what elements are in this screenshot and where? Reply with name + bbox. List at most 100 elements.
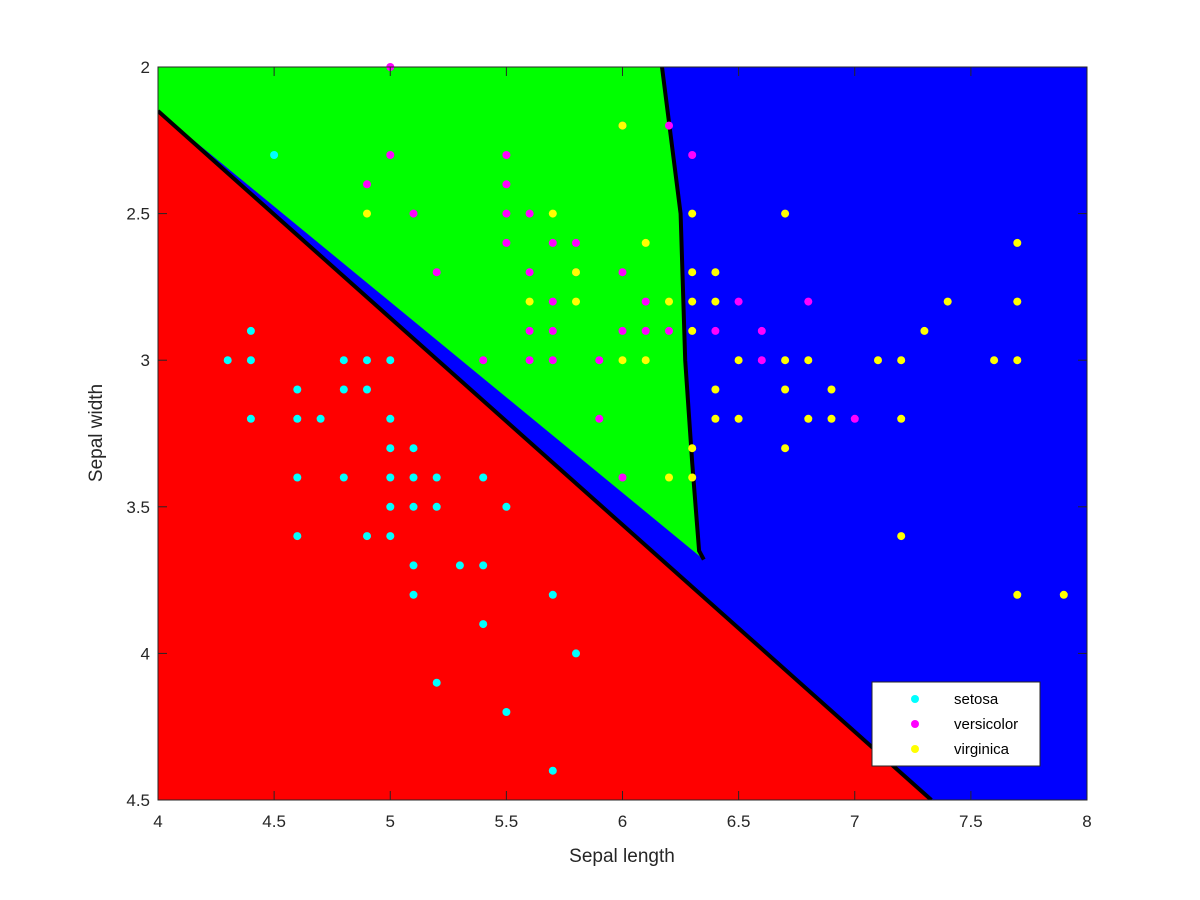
point-virginica xyxy=(618,356,627,365)
point-versicolor xyxy=(572,238,580,247)
point-versicolor xyxy=(595,356,604,365)
point-virginica xyxy=(363,209,371,218)
point-setosa xyxy=(339,356,348,365)
point-versicolor xyxy=(618,268,627,277)
point-virginica xyxy=(711,385,720,394)
point-setosa xyxy=(386,532,395,541)
decision-boundaries xyxy=(158,67,933,800)
point-setosa xyxy=(293,532,302,541)
point-versicolor xyxy=(804,297,813,306)
point-setosa xyxy=(363,385,371,394)
legend: setosa versicolor virginica xyxy=(871,681,1041,767)
x-axis-label: Sepal length xyxy=(569,846,675,867)
point-versicolor xyxy=(757,356,766,365)
point-versicolor xyxy=(479,356,488,365)
point-virginica xyxy=(990,356,999,365)
point-virginica xyxy=(641,238,650,247)
point-virginica xyxy=(827,414,836,423)
point-virginica xyxy=(897,356,906,365)
point-setosa xyxy=(432,473,441,482)
point-setosa xyxy=(316,414,325,423)
point-virginica xyxy=(827,385,836,394)
x-tick-label: 5 xyxy=(386,812,395,831)
point-versicolor xyxy=(525,356,534,365)
point-setosa xyxy=(386,502,395,511)
point-virginica xyxy=(688,268,697,277)
point-versicolor xyxy=(734,297,743,306)
point-setosa xyxy=(479,620,488,629)
point-setosa xyxy=(339,385,348,394)
boundary-setosa xyxy=(158,109,933,800)
point-setosa xyxy=(386,473,395,482)
point-virginica xyxy=(618,121,627,130)
point-virginica xyxy=(874,356,882,365)
point-virginica xyxy=(665,473,673,482)
x-tick-label: 7.5 xyxy=(959,812,983,831)
x-tick-label: 4 xyxy=(153,812,162,831)
point-virginica xyxy=(804,356,813,365)
point-virginica xyxy=(781,444,790,453)
point-virginica xyxy=(548,209,557,218)
point-virginica xyxy=(665,297,673,306)
axes: 4 4.5 5 5.5 6 6.5 7 7.5 822.533.544.5 xyxy=(126,58,1091,831)
x-tick-label: 6.5 xyxy=(727,812,751,831)
point-virginica xyxy=(781,209,790,218)
point-setosa xyxy=(293,473,302,482)
data-points xyxy=(223,63,1068,775)
point-virginica xyxy=(897,532,906,541)
point-virginica xyxy=(688,444,697,453)
point-virginica xyxy=(711,268,720,277)
point-setosa xyxy=(293,414,302,423)
point-setosa xyxy=(339,473,348,482)
y-tick-label: 3 xyxy=(141,351,150,370)
point-setosa xyxy=(246,326,255,335)
legend-marker-versicolor xyxy=(911,720,919,728)
legend-label-virginica: virginica xyxy=(954,741,1010,758)
point-virginica xyxy=(688,209,697,218)
point-versicolor xyxy=(525,326,534,335)
point-setosa xyxy=(455,561,464,570)
point-virginica xyxy=(897,414,906,423)
point-versicolor xyxy=(850,414,859,423)
x-tick-label: 8 xyxy=(1082,812,1091,831)
point-setosa xyxy=(502,502,511,511)
point-setosa xyxy=(479,473,488,482)
point-setosa xyxy=(409,590,418,599)
point-versicolor xyxy=(641,326,650,335)
x-tick-label: 4.5 xyxy=(262,812,286,831)
point-setosa xyxy=(502,708,511,716)
point-versicolor xyxy=(502,209,511,218)
y-tick-label: 4 xyxy=(141,644,150,663)
point-virginica xyxy=(711,414,720,423)
point-setosa xyxy=(246,414,255,423)
legend-marker-setosa xyxy=(911,695,919,703)
x-tick-label: 5.5 xyxy=(495,812,519,831)
point-setosa xyxy=(270,151,279,159)
point-versicolor xyxy=(641,297,650,306)
legend-label-setosa: setosa xyxy=(954,691,999,708)
point-versicolor xyxy=(525,268,534,277)
y-tick-label: 2.5 xyxy=(126,205,150,224)
point-virginica xyxy=(734,414,743,423)
point-virginica xyxy=(1013,238,1022,247)
x-tick-label: 7 xyxy=(850,812,859,831)
point-versicolor xyxy=(548,238,557,247)
point-setosa xyxy=(409,561,418,570)
point-setosa xyxy=(386,356,395,365)
point-versicolor xyxy=(618,326,627,335)
x-tick-label: 6 xyxy=(618,812,627,831)
point-virginica xyxy=(1059,590,1068,599)
point-setosa xyxy=(548,766,557,775)
point-versicolor xyxy=(432,268,441,277)
y-axis-label: Sepal width xyxy=(86,384,107,482)
y-tick-label: 2 xyxy=(141,58,150,77)
point-setosa xyxy=(432,502,441,511)
point-virginica xyxy=(641,356,650,365)
point-virginica xyxy=(688,473,697,482)
point-versicolor xyxy=(409,209,418,218)
point-virginica xyxy=(1013,590,1022,599)
legend-marker-virginica xyxy=(911,745,919,753)
legend-label-versicolor: versicolor xyxy=(954,716,1018,733)
point-virginica xyxy=(572,297,580,306)
